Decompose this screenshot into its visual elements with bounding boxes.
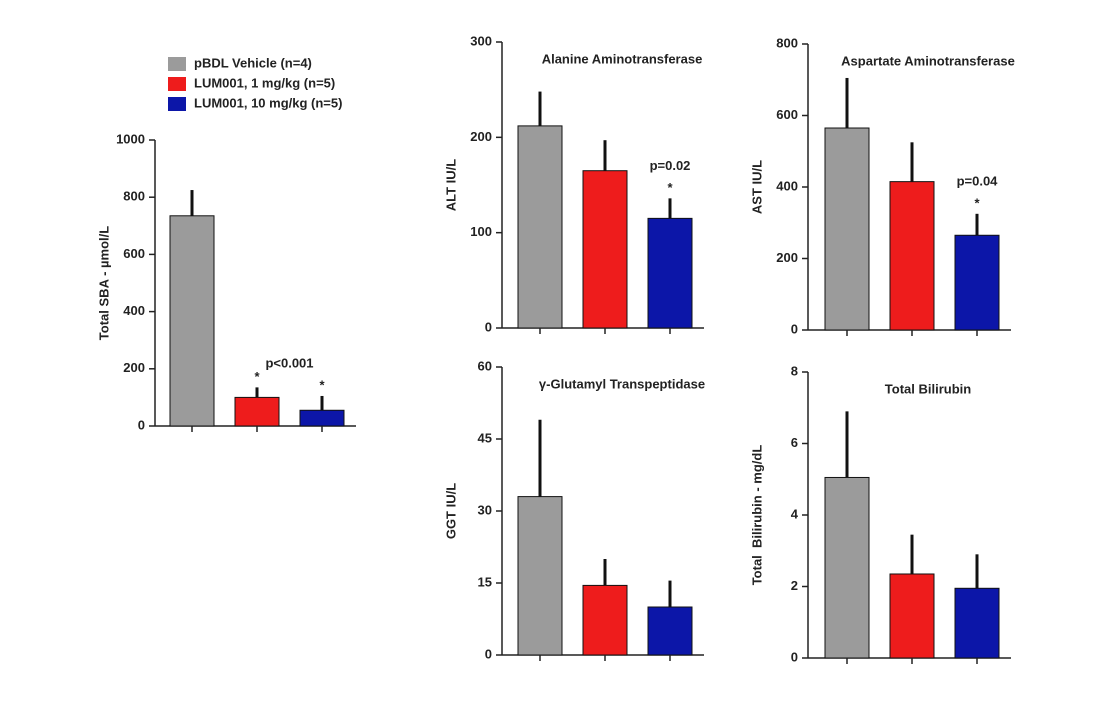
y-axis-label: AST IU/L bbox=[749, 160, 764, 214]
bar bbox=[582, 584, 628, 656]
bar bbox=[517, 125, 563, 329]
legend-swatch bbox=[168, 97, 186, 111]
y-axis-label: Total Bilirubin - mg/dL bbox=[749, 445, 764, 586]
legend-label: LUM001, 10 mg/kg (n=5) bbox=[194, 95, 342, 110]
y-tick-label: 30 bbox=[478, 502, 492, 517]
y-tick-label: 300 bbox=[470, 33, 492, 48]
p-value: p=0.02 bbox=[650, 158, 691, 173]
bar bbox=[299, 409, 345, 427]
y-tick-label: 0 bbox=[485, 646, 492, 661]
y-tick-label: 45 bbox=[478, 430, 492, 445]
y-tick-label: 800 bbox=[776, 35, 798, 50]
y-tick-label: 2 bbox=[791, 578, 798, 593]
significance-mark: * bbox=[254, 369, 260, 384]
significance-mark: * bbox=[667, 180, 673, 195]
bar bbox=[889, 181, 935, 331]
y-tick-label: 600 bbox=[776, 107, 798, 122]
bar bbox=[647, 217, 693, 329]
chart-title: Aspartate Aminotransferase bbox=[841, 53, 1015, 68]
y-tick-label: 0 bbox=[791, 321, 798, 336]
y-axis-label: GGT IU/L bbox=[443, 483, 458, 539]
y-tick-label: 0 bbox=[138, 417, 145, 432]
y-tick-label: 400 bbox=[776, 178, 798, 193]
y-tick-label: 600 bbox=[123, 246, 145, 261]
y-tick-label: 15 bbox=[478, 574, 492, 589]
legend-swatch bbox=[168, 77, 186, 91]
bar bbox=[824, 127, 870, 331]
y-tick-label: 0 bbox=[485, 319, 492, 334]
bar bbox=[889, 573, 935, 659]
significance-mark: * bbox=[319, 377, 325, 392]
y-tick-label: 4 bbox=[791, 506, 799, 521]
y-tick-label: 100 bbox=[470, 224, 492, 239]
bar bbox=[647, 606, 693, 656]
p-value: p<0.001 bbox=[265, 355, 313, 370]
y-tick-label: 1000 bbox=[116, 131, 145, 146]
y-tick-label: 6 bbox=[791, 435, 798, 450]
y-tick-label: 200 bbox=[470, 129, 492, 144]
significance-mark: * bbox=[974, 195, 980, 210]
chart-title: Alanine Aminotransferase bbox=[542, 51, 703, 66]
bar bbox=[169, 215, 215, 427]
bar bbox=[517, 496, 563, 656]
y-tick-label: 200 bbox=[123, 360, 145, 375]
y-tick-label: 0 bbox=[791, 649, 798, 664]
y-tick-label: 8 bbox=[791, 363, 798, 378]
bar bbox=[582, 170, 628, 329]
bar bbox=[234, 396, 280, 427]
legend-label: pBDL Vehicle (n=4) bbox=[194, 55, 312, 70]
p-value: p=0.04 bbox=[957, 173, 999, 188]
bar bbox=[954, 234, 1000, 331]
legend-label: LUM001, 1 mg/kg (n=5) bbox=[194, 75, 335, 90]
y-axis-label: Total SBA - µmol/L bbox=[96, 226, 111, 340]
y-tick-label: 200 bbox=[776, 250, 798, 265]
bar bbox=[954, 587, 1000, 659]
y-axis-label: ALT IU/L bbox=[443, 159, 458, 212]
bar bbox=[824, 476, 870, 659]
chart-title: γ-Glutamyl Transpeptidase bbox=[539, 376, 705, 391]
legend-swatch bbox=[168, 57, 186, 71]
y-tick-label: 400 bbox=[123, 303, 145, 318]
chart-title: Total Bilirubin bbox=[885, 381, 971, 396]
y-tick-label: 800 bbox=[123, 189, 145, 204]
y-tick-label: 60 bbox=[478, 358, 492, 373]
